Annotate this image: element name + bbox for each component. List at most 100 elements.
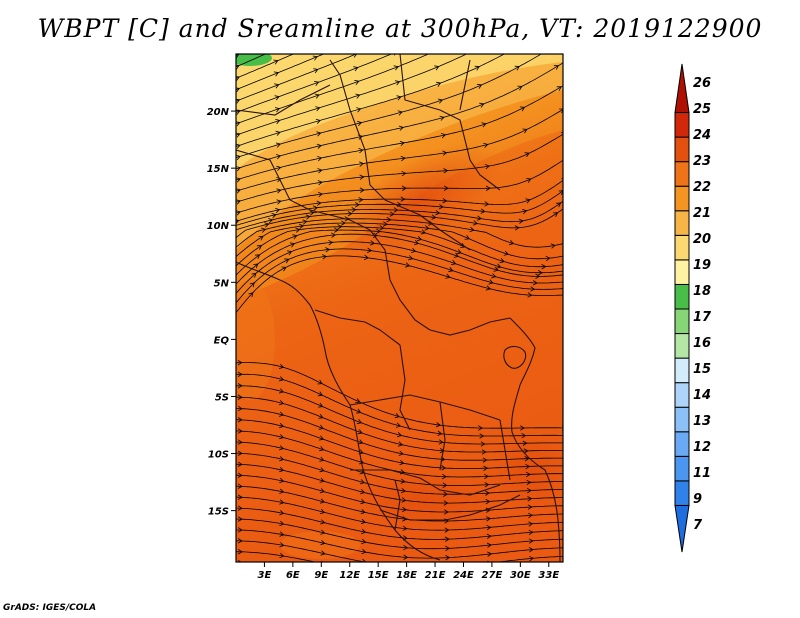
streamline-arrow <box>255 254 261 260</box>
streamline-arrow <box>440 133 447 139</box>
streamline-arrow <box>485 507 491 513</box>
streamline-arrow <box>375 228 381 235</box>
border-north-5 <box>236 84 331 116</box>
streamline-arrow <box>317 180 323 186</box>
streamline-arrow <box>443 185 449 191</box>
streamline-arrow <box>271 212 277 219</box>
streamline-arrow <box>519 106 526 112</box>
streamline-arrow <box>359 479 365 485</box>
streamline-arrow <box>274 107 281 113</box>
streamline-arrow <box>264 222 270 228</box>
streamline-arrow <box>271 1 276 5</box>
streamline-arrow <box>530 583 534 588</box>
streamline-arrow <box>395 422 402 428</box>
streamline-arrow <box>483 473 489 480</box>
streamline-arrow <box>470 31 475 35</box>
colorbar-label: 22 <box>693 180 711 195</box>
streamline-arrow <box>234 31 239 35</box>
streamline-arrow <box>391 37 396 41</box>
streamline-arrow <box>226 262 230 266</box>
streamline-arrow <box>356 107 362 113</box>
streamline-arrow <box>529 555 534 562</box>
streamline-arrow <box>251 272 257 278</box>
streamline-arrow <box>355 93 361 99</box>
streamline-arrow <box>464 234 470 240</box>
streamline-arrow <box>278 363 285 369</box>
streamline-arrow <box>236 132 241 138</box>
colorbar-label: 16 <box>693 336 711 351</box>
colorbar-box <box>674 480 690 506</box>
streamline-arrow <box>530 286 536 292</box>
streamline-arrow <box>420 229 426 235</box>
streamline-arrow <box>427 3 432 7</box>
streamline <box>236 54 267 68</box>
streamline-arrow <box>237 383 243 389</box>
streamline-arrow <box>527 292 533 298</box>
streamline-arrow <box>472 49 477 53</box>
colorbar-label: 18 <box>693 284 711 299</box>
streamline-arrow <box>234 20 239 24</box>
streamline-arrow <box>570 495 574 500</box>
streamline-arrow <box>446 565 450 570</box>
streamline-arrow <box>292 234 298 240</box>
streamline-arrow <box>253 263 259 269</box>
streamline-arrow <box>445 273 451 279</box>
streamline-arrow <box>237 371 243 377</box>
streamline-arrow <box>353 54 358 58</box>
credit-text: GrADS: IGES/COLA <box>3 603 97 613</box>
streamline-arrow <box>486 542 492 548</box>
streamline-arrow <box>445 545 450 552</box>
colorbar-arrow-high <box>674 63 690 114</box>
streamline-arrow <box>413 240 420 246</box>
streamline-arrow <box>437 430 443 436</box>
streamline-arrow <box>314 93 320 99</box>
streamline-arrow <box>525 471 531 478</box>
streamline-arrow <box>289 242 296 248</box>
streamline-arrow <box>361 548 367 555</box>
streamline-arrow <box>570 512 574 517</box>
colorbar-label: 21 <box>693 206 711 221</box>
streamline-arrow <box>411 247 417 253</box>
streamline-arrow <box>272 12 276 16</box>
streamline-arrow <box>408 255 414 261</box>
streamline-arrow <box>483 465 489 471</box>
streamline-arrow <box>315 118 321 124</box>
streamline-arrow <box>401 497 407 503</box>
streamline-arrow <box>476 215 482 221</box>
streamline-arrow <box>446 574 450 579</box>
streamline-arrow <box>456 249 462 255</box>
border-center-5 <box>399 344 411 431</box>
lon-tick-label: 30E <box>510 570 531 581</box>
streamline-arrow <box>514 65 520 71</box>
streamline-arrow <box>527 504 533 510</box>
border-center-4 <box>429 317 511 336</box>
streamline-arrow <box>442 150 448 156</box>
streamline-arrow <box>401 185 407 191</box>
streamline-arrow <box>278 434 285 440</box>
streamline-arrow <box>522 128 528 134</box>
streamline-arrow <box>530 601 534 606</box>
streamline-arrow <box>362 558 367 562</box>
streamline <box>236 408 563 461</box>
colorbar-box <box>674 308 690 335</box>
streamline-arrow <box>236 177 241 183</box>
field-warm-patch-2 <box>350 470 490 530</box>
plot-frame <box>235 53 564 563</box>
streamline-arrow <box>350 26 355 30</box>
streamline-arrow <box>312 55 318 61</box>
streamline-arrow <box>571 545 575 550</box>
streamline-arrow <box>274 83 280 89</box>
streamline-arrow <box>317 379 323 385</box>
streamline <box>236 208 563 239</box>
streamline-arrow <box>320 519 326 525</box>
streamline-arrow <box>526 479 532 486</box>
map-axes: 3E 6E 9E 12E 15E 18E 21E 24E 27E 30E 33E 20N 15N 10N 5… <box>207 107 560 581</box>
streamline-arrow <box>404 604 408 609</box>
streamline-arrow <box>237 417 243 423</box>
streamline-arrow <box>442 482 448 488</box>
streamline <box>236 226 563 268</box>
streamline-arrow <box>281 266 287 272</box>
lat-tick-label: EQ <box>214 335 230 346</box>
streamline-arrow <box>227 242 231 246</box>
streamline-arrow <box>351 207 357 213</box>
